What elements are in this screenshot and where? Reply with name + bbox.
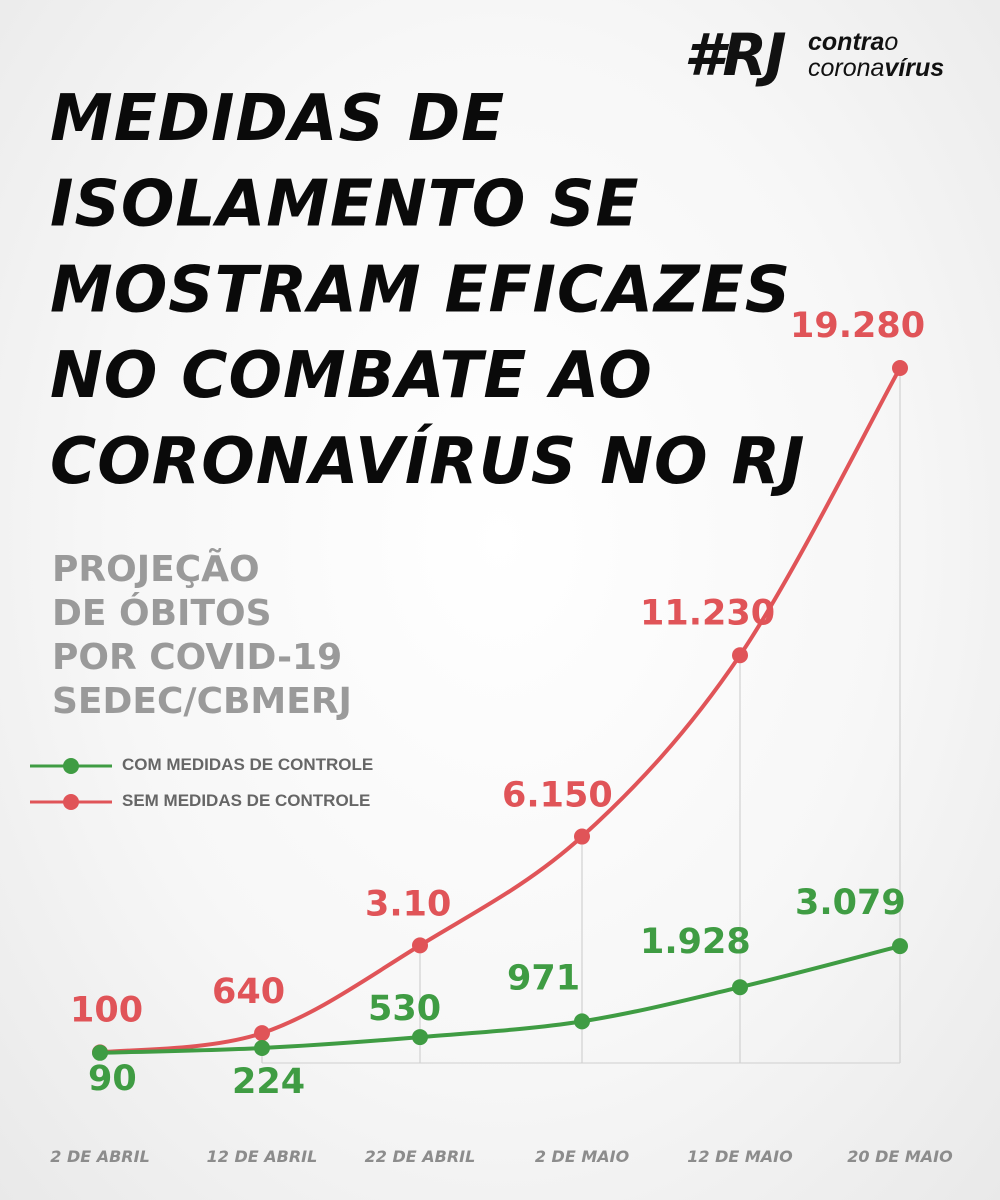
x-tick-label: 22 DE ABRIL (365, 1147, 476, 1166)
brand-line-1: contrao (808, 30, 898, 55)
data-point-green (892, 938, 908, 955)
data-label-red: 6.150 (502, 776, 613, 816)
brand-line-1-b: o (884, 28, 899, 56)
data-point-green (574, 1013, 590, 1030)
legend-swatch-green (30, 758, 112, 774)
brand-hashtag: #RJ (684, 21, 787, 89)
data-point-red (732, 647, 748, 664)
chart-subtitle: PROJEÇÃO DE ÓBITOS POR COVID-19 SEDEC/CB… (52, 548, 352, 724)
x-tick-label: 12 DE MAIO (687, 1147, 793, 1166)
legend-label: SEM MEDIDAS DE CONTROLE (122, 791, 371, 810)
legend-label: COM MEDIDAS DE CONTROLE (122, 755, 374, 774)
x-tick-label: 12 DE ABRIL (207, 1147, 318, 1166)
x-tick-label: 2 DE ABRIL (50, 1147, 150, 1166)
data-label-green: 3.079 (795, 883, 906, 923)
brand-logo: #RJ contrao coronavírus (684, 22, 974, 92)
legend-item-with-control: COM MEDIDAS DE CONTROLE (30, 748, 410, 784)
data-label-red: 640 (212, 972, 285, 1012)
title-line: MOSTRAM EFICAZES (50, 252, 792, 327)
legend-swatch-red (30, 794, 112, 810)
subtitle-line: POR COVID-19 (52, 637, 343, 678)
series-line-green (99, 944, 901, 1055)
data-point-red (254, 1025, 270, 1042)
title-line: NO COMBATE AO (50, 337, 653, 413)
title-line: MEDIDAS DE (50, 80, 506, 156)
data-label-red: 100 (70, 990, 143, 1030)
subtitle-line: SEDEC/CBMERJ (52, 681, 352, 722)
chart-legend: COM MEDIDAS DE CONTROLE SEM MEDIDAS DE C… (30, 748, 410, 820)
x-tick-label: 20 DE MAIO (847, 1147, 953, 1166)
data-label-red: 3.10 (365, 884, 451, 924)
legend-item-without-control: SEM MEDIDAS DE CONTROLE (30, 784, 410, 820)
data-label-green: 971 (507, 958, 580, 998)
x-tick-label: 2 DE MAIO (535, 1147, 630, 1166)
brand-line-2: coronavírus (808, 56, 944, 81)
data-label-green: 1.928 (640, 922, 751, 962)
brand-line-2-a: corona (808, 54, 885, 82)
page-title: MEDIDAS DE ISOLAMENTO SE MOSTRAM EFICAZE… (50, 76, 806, 504)
data-label-red: 19.280 (790, 306, 925, 346)
data-point-green (254, 1040, 270, 1057)
brand-line-2-b: vírus (884, 54, 945, 82)
title-line: ISOLAMENTO SE (50, 166, 640, 242)
data-point-red (574, 828, 590, 845)
data-label-green: 530 (368, 989, 441, 1029)
data-label-green: 90 (88, 1059, 137, 1099)
data-point-green (732, 979, 748, 996)
subtitle-line: DE ÓBITOS (52, 593, 272, 634)
title-line: CORONAVÍRUS NO RJ (50, 423, 806, 499)
data-point-red (892, 360, 908, 376)
data-label-red: 11.230 (640, 593, 775, 633)
data-point-green (412, 1029, 428, 1046)
data-point-red (412, 937, 428, 954)
subtitle-line: PROJEÇÃO (52, 549, 260, 590)
series-line-red (99, 367, 902, 1055)
brand-line-1-a: contra (808, 28, 885, 56)
data-label-green: 224 (232, 1062, 305, 1102)
data-point-green (92, 1044, 108, 1061)
